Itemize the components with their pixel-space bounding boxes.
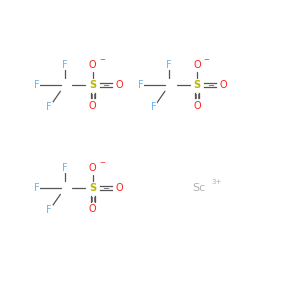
Text: O: O [89,101,96,111]
Text: O: O [193,60,201,70]
Text: O: O [220,80,227,90]
Text: F: F [138,80,144,90]
Text: S: S [89,183,96,193]
Text: −: − [99,57,105,63]
Text: −: − [99,160,105,166]
Text: 3+: 3+ [211,179,221,185]
Text: S: S [194,80,201,90]
Text: F: F [34,183,40,193]
Text: F: F [62,163,68,173]
Text: F: F [62,60,68,70]
Text: O: O [89,204,96,214]
Text: F: F [46,102,52,112]
Text: S: S [89,80,96,90]
Text: F: F [151,102,157,112]
Text: F: F [166,60,172,70]
Text: O: O [115,80,123,90]
Text: Sc: Sc [192,183,205,193]
Text: F: F [34,80,40,90]
Text: −: − [204,57,209,63]
Text: =: = [89,92,98,99]
Text: O: O [193,101,201,111]
Text: =: = [102,183,109,192]
Text: F: F [46,206,52,215]
Text: O: O [115,183,123,193]
Text: =: = [102,80,109,89]
Text: O: O [89,60,96,70]
Text: =: = [89,195,98,202]
Text: =: = [194,92,202,99]
Text: =: = [207,80,214,89]
Text: O: O [89,163,96,173]
